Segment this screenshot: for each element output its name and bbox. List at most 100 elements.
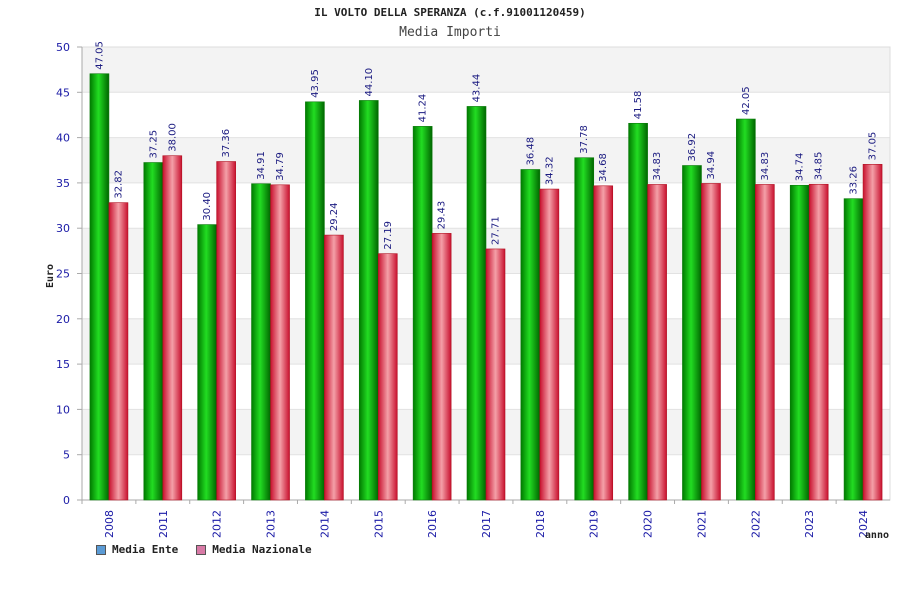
y-tick-label: 50 <box>56 41 70 54</box>
y-tick-label: 5 <box>63 449 70 462</box>
bar-media-nazionale <box>377 253 398 501</box>
bar-media-ente <box>358 100 379 501</box>
data-label-media-nazionale: 34.94 <box>706 151 717 180</box>
y-ticks: 0 5 10 15 20 25 30 35 40 45 50 <box>56 41 82 507</box>
data-label-media-ente: 33.26 <box>849 166 860 195</box>
chart-subtitle: Media Importi <box>399 25 501 40</box>
bar-media-nazionale <box>162 155 183 501</box>
bar-media-ente <box>251 183 271 501</box>
data-label-media-nazionale: 34.83 <box>652 152 663 181</box>
data-label-media-nazionale: 34.83 <box>760 152 771 181</box>
legend-swatch-nazionale <box>196 544 207 555</box>
bar-media-ente <box>736 118 756 501</box>
data-label-media-ente: 30.40 <box>202 192 213 221</box>
bar-media-nazionale <box>647 184 667 501</box>
x-tick-label: 2012 <box>211 510 224 538</box>
bar-media-ente <box>682 165 702 501</box>
bars <box>89 73 883 501</box>
bar-media-nazionale <box>324 234 344 501</box>
x-tick-label: 2023 <box>803 510 816 538</box>
legend-swatch-ente <box>96 544 106 555</box>
legend-item-ente: Media Ente <box>96 543 178 556</box>
data-label-media-ente: 47.05 <box>94 41 105 70</box>
legend-label-ente: Media Ente <box>112 543 179 556</box>
x-tick-label: 2022 <box>749 510 762 538</box>
y-tick-label: 30 <box>56 222 70 235</box>
legend-item-nazionale: Media Nazionale <box>196 543 312 556</box>
data-label-media-nazionale: 27.71 <box>491 216 502 245</box>
x-tick-label: 2011 <box>157 510 170 538</box>
bar-media-nazionale <box>701 183 721 501</box>
x-tick-label: 2015 <box>372 510 385 538</box>
x-tick-label: 2024 <box>857 510 870 538</box>
bar-media-ente <box>412 126 433 501</box>
y-tick-label: 0 <box>63 494 70 507</box>
bar-media-nazionale <box>593 185 614 501</box>
data-label-media-ente: 42.05 <box>741 86 752 115</box>
data-label-media-nazionale: 27.19 <box>383 221 394 250</box>
y-tick-label: 45 <box>56 86 70 99</box>
data-label-media-nazionale: 38.00 <box>167 123 178 152</box>
bar-media-ente <box>628 122 648 501</box>
data-label-media-nazionale: 37.36 <box>221 129 232 158</box>
y-tick-label: 25 <box>56 268 70 281</box>
bar-media-nazionale <box>755 184 775 501</box>
bar-media-ente <box>520 169 541 501</box>
data-label-media-nazionale: 34.68 <box>598 153 609 182</box>
bar-media-nazionale <box>539 188 560 501</box>
x-tick-label: 2014 <box>318 510 331 538</box>
bar-media-ente <box>143 162 164 501</box>
bar-media-nazionale <box>862 164 883 501</box>
bar-media-nazionale <box>485 248 506 501</box>
x-tick-label: 2019 <box>588 510 601 538</box>
legend: Media Ente Media Nazionale <box>96 543 312 556</box>
data-label-media-nazionale: 32.82 <box>113 170 124 199</box>
bar-media-ente <box>466 106 487 501</box>
data-label-media-ente: 34.91 <box>256 151 267 180</box>
bar-media-ente <box>197 224 217 501</box>
data-label-media-ente: 37.25 <box>148 130 159 159</box>
data-label-media-ente: 36.92 <box>687 133 698 162</box>
grid-band <box>82 47 890 93</box>
data-label-media-ente: 37.78 <box>579 125 590 154</box>
bar-media-nazionale <box>808 183 829 501</box>
data-label-media-nazionale: 34.32 <box>544 156 555 185</box>
data-label-media-ente: 43.95 <box>310 69 321 98</box>
data-labels: 47.05 32.82 37.25 38.00 30.40 37.36 34.91 34.79… <box>94 41 878 250</box>
data-label-media-nazionale: 37.05 <box>868 132 879 161</box>
bar-media-nazionale <box>270 184 290 501</box>
chart-title: IL VOLTO DELLA SPERANZA (c.f.91001120459… <box>314 6 586 19</box>
x-tick-label: 2016 <box>426 510 439 538</box>
legend-label-nazionale: Media Nazionale <box>212 543 312 556</box>
data-label-media-ente: 41.58 <box>633 91 644 120</box>
data-label-media-ente: 44.10 <box>364 68 375 97</box>
data-label-media-ente: 43.44 <box>472 74 483 103</box>
data-label-media-ente: 34.74 <box>795 153 806 182</box>
y-axis-title: Euro <box>45 264 56 288</box>
x-tick-label: 2021 <box>695 510 708 538</box>
x-tick-label: 2020 <box>642 510 655 538</box>
x-tick-label: 2017 <box>480 510 493 538</box>
y-tick-label: 35 <box>56 177 70 190</box>
x-tick-label: 2013 <box>265 510 278 538</box>
data-label-media-ente: 41.24 <box>418 94 429 123</box>
data-label-media-nazionale: 29.43 <box>437 201 448 230</box>
bar-media-ente <box>789 184 810 501</box>
bar-media-nazionale <box>431 233 452 501</box>
y-tick-label: 15 <box>56 358 70 371</box>
x-tick-label: 2018 <box>534 510 547 538</box>
bar-media-nazionale <box>216 161 236 501</box>
bar-media-ente <box>305 101 325 501</box>
bar-media-ente <box>89 73 110 501</box>
x-tick-label: 2008 <box>103 510 116 538</box>
bar-media-ente <box>574 157 595 501</box>
data-label-media-nazionale: 34.85 <box>814 152 825 181</box>
y-tick-label: 10 <box>56 403 70 416</box>
x-ticks: 2008 2011 2012 2013 2014 2015 2016 2017 2018 2019… <box>81 500 870 538</box>
bar-media-nazionale <box>108 202 129 501</box>
data-label-media-nazionale: 34.79 <box>275 152 286 181</box>
data-label-media-ente: 36.48 <box>525 137 536 166</box>
y-tick-label: 40 <box>56 132 70 145</box>
bar-media-ente <box>843 198 864 501</box>
